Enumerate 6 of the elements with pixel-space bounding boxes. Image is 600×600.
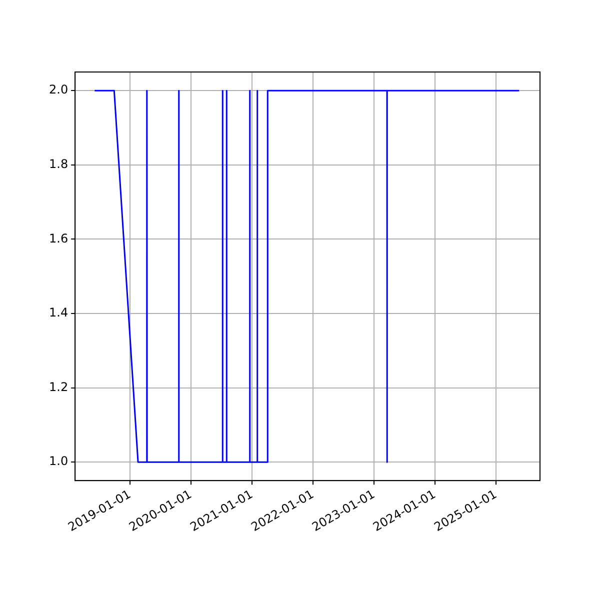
y-tick-label: 1.0 [48,454,68,468]
y-tick-label: 1.8 [48,157,68,171]
y-tick-label: 1.2 [48,380,68,394]
y-tick-label: 2.0 [48,82,68,97]
y-tick-label: 1.6 [48,231,68,246]
y-tick-label: 1.4 [48,306,68,320]
